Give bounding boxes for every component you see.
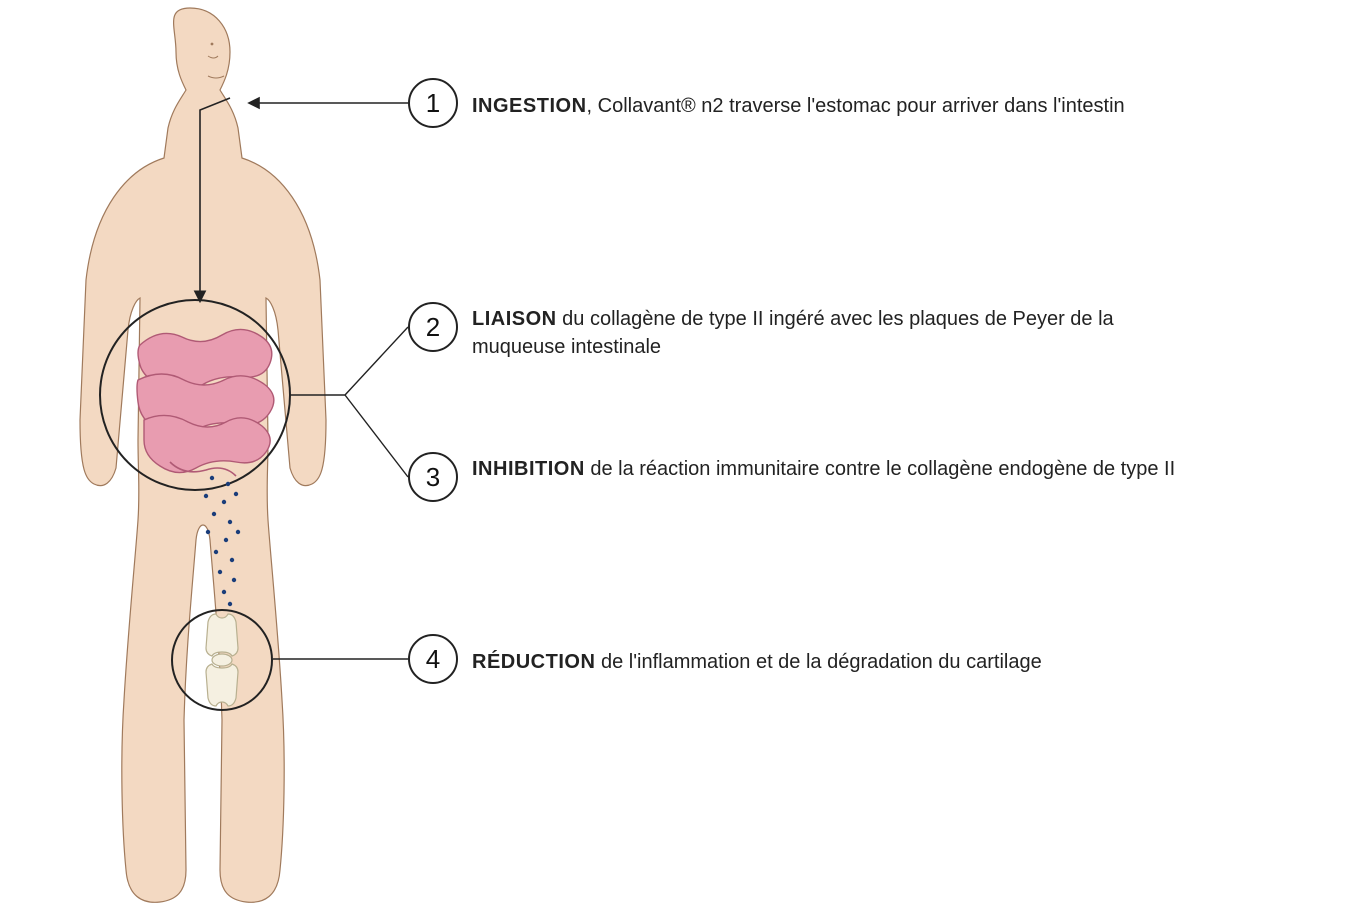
human-body-figure [20, 0, 360, 920]
step-rest-2: du collagène de type II ingéré avec les … [472, 308, 1114, 358]
step-number-3: 3 [426, 462, 440, 493]
step-badge-1: 1 [408, 78, 458, 128]
step-text-4: RÉDUCTION de l'inflammation et de la dég… [472, 648, 1042, 676]
step-bold-1: INGESTION [472, 95, 587, 117]
step-badge-3: 3 [408, 452, 458, 502]
step-rest-1: , Collavant® n2 traverse l'estomac pour … [587, 95, 1125, 117]
step-number-4: 4 [426, 644, 440, 675]
step-bold-2: LIAISON [472, 308, 557, 330]
step-number-2: 2 [426, 312, 440, 343]
step-rest-3: de la réaction immunitaire contre le col… [585, 458, 1175, 480]
step-bold-4: RÉDUCTION [472, 651, 595, 673]
step-bold-3: INHIBITION [472, 458, 585, 480]
intestine-detail [137, 329, 274, 476]
step-text-3: INHIBITION de la réaction immunitaire co… [472, 455, 1175, 483]
step-text-1: INGESTION, Collavant® n2 traverse l'esto… [472, 92, 1125, 120]
diagram-canvas: 1 INGESTION, Collavant® n2 traverse l'es… [0, 0, 1370, 920]
step-badge-2: 2 [408, 302, 458, 352]
step-number-1: 1 [426, 88, 440, 119]
step-rest-4: de l'inflammation et de la dégradation d… [595, 651, 1041, 673]
step-text-2: LIAISON du collagène de type II ingéré a… [472, 305, 1212, 361]
step-badge-4: 4 [408, 634, 458, 684]
